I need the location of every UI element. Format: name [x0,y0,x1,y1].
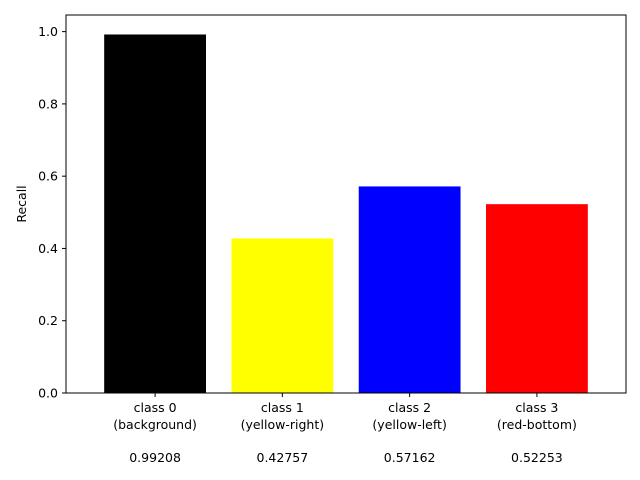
bar-0 [104,34,206,393]
bar-2 [358,186,461,393]
bars-group [104,34,588,393]
x-tick-label: class 0 [134,400,177,415]
x-tick-sublabel: (background) [113,417,197,432]
x-tick-label: class 1 [261,400,304,415]
value-label: 0.42757 [257,450,309,465]
y-tick-label: 1.0 [38,24,58,39]
plot-frame [65,14,627,394]
bar-1 [231,238,334,393]
y-tick-label: 0.6 [38,169,58,184]
x-tick-sublabel: (yellow-left) [372,417,446,432]
y-tick-label: 0.0 [38,386,58,401]
y-tick-label: 0.2 [38,313,58,328]
y-axis-label: Recall [14,185,29,222]
x-axis: class 0 (background) 0.99208 class 1 (yellow… [113,393,577,465]
y-tick-label: 0.8 [38,96,58,111]
x-tick-sublabel: (red-bottom) [497,417,577,432]
x-tick-label: class 2 [388,400,431,415]
y-axis: 0.0 0.2 0.4 0.6 0.8 1.0 [38,24,66,401]
bar-3 [486,204,588,393]
y-tick-label: 0.4 [38,241,58,256]
value-label: 0.99208 [129,450,181,465]
value-label: 0.52253 [511,450,563,465]
value-label: 0.57162 [384,450,436,465]
x-tick-label: class 3 [515,400,558,415]
x-tick-sublabel: (yellow-right) [241,417,325,432]
